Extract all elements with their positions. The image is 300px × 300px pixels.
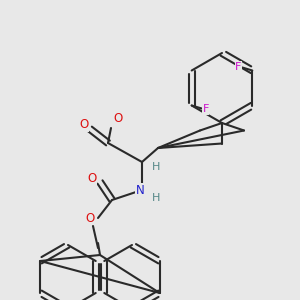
Text: H: H: [152, 193, 160, 203]
Text: H: H: [152, 162, 160, 172]
Text: F: F: [202, 104, 209, 115]
Text: N: N: [136, 184, 144, 196]
Text: O: O: [85, 212, 94, 224]
Text: O: O: [113, 112, 123, 125]
Text: F: F: [235, 61, 242, 71]
Text: O: O: [87, 172, 97, 184]
Text: O: O: [80, 118, 88, 131]
